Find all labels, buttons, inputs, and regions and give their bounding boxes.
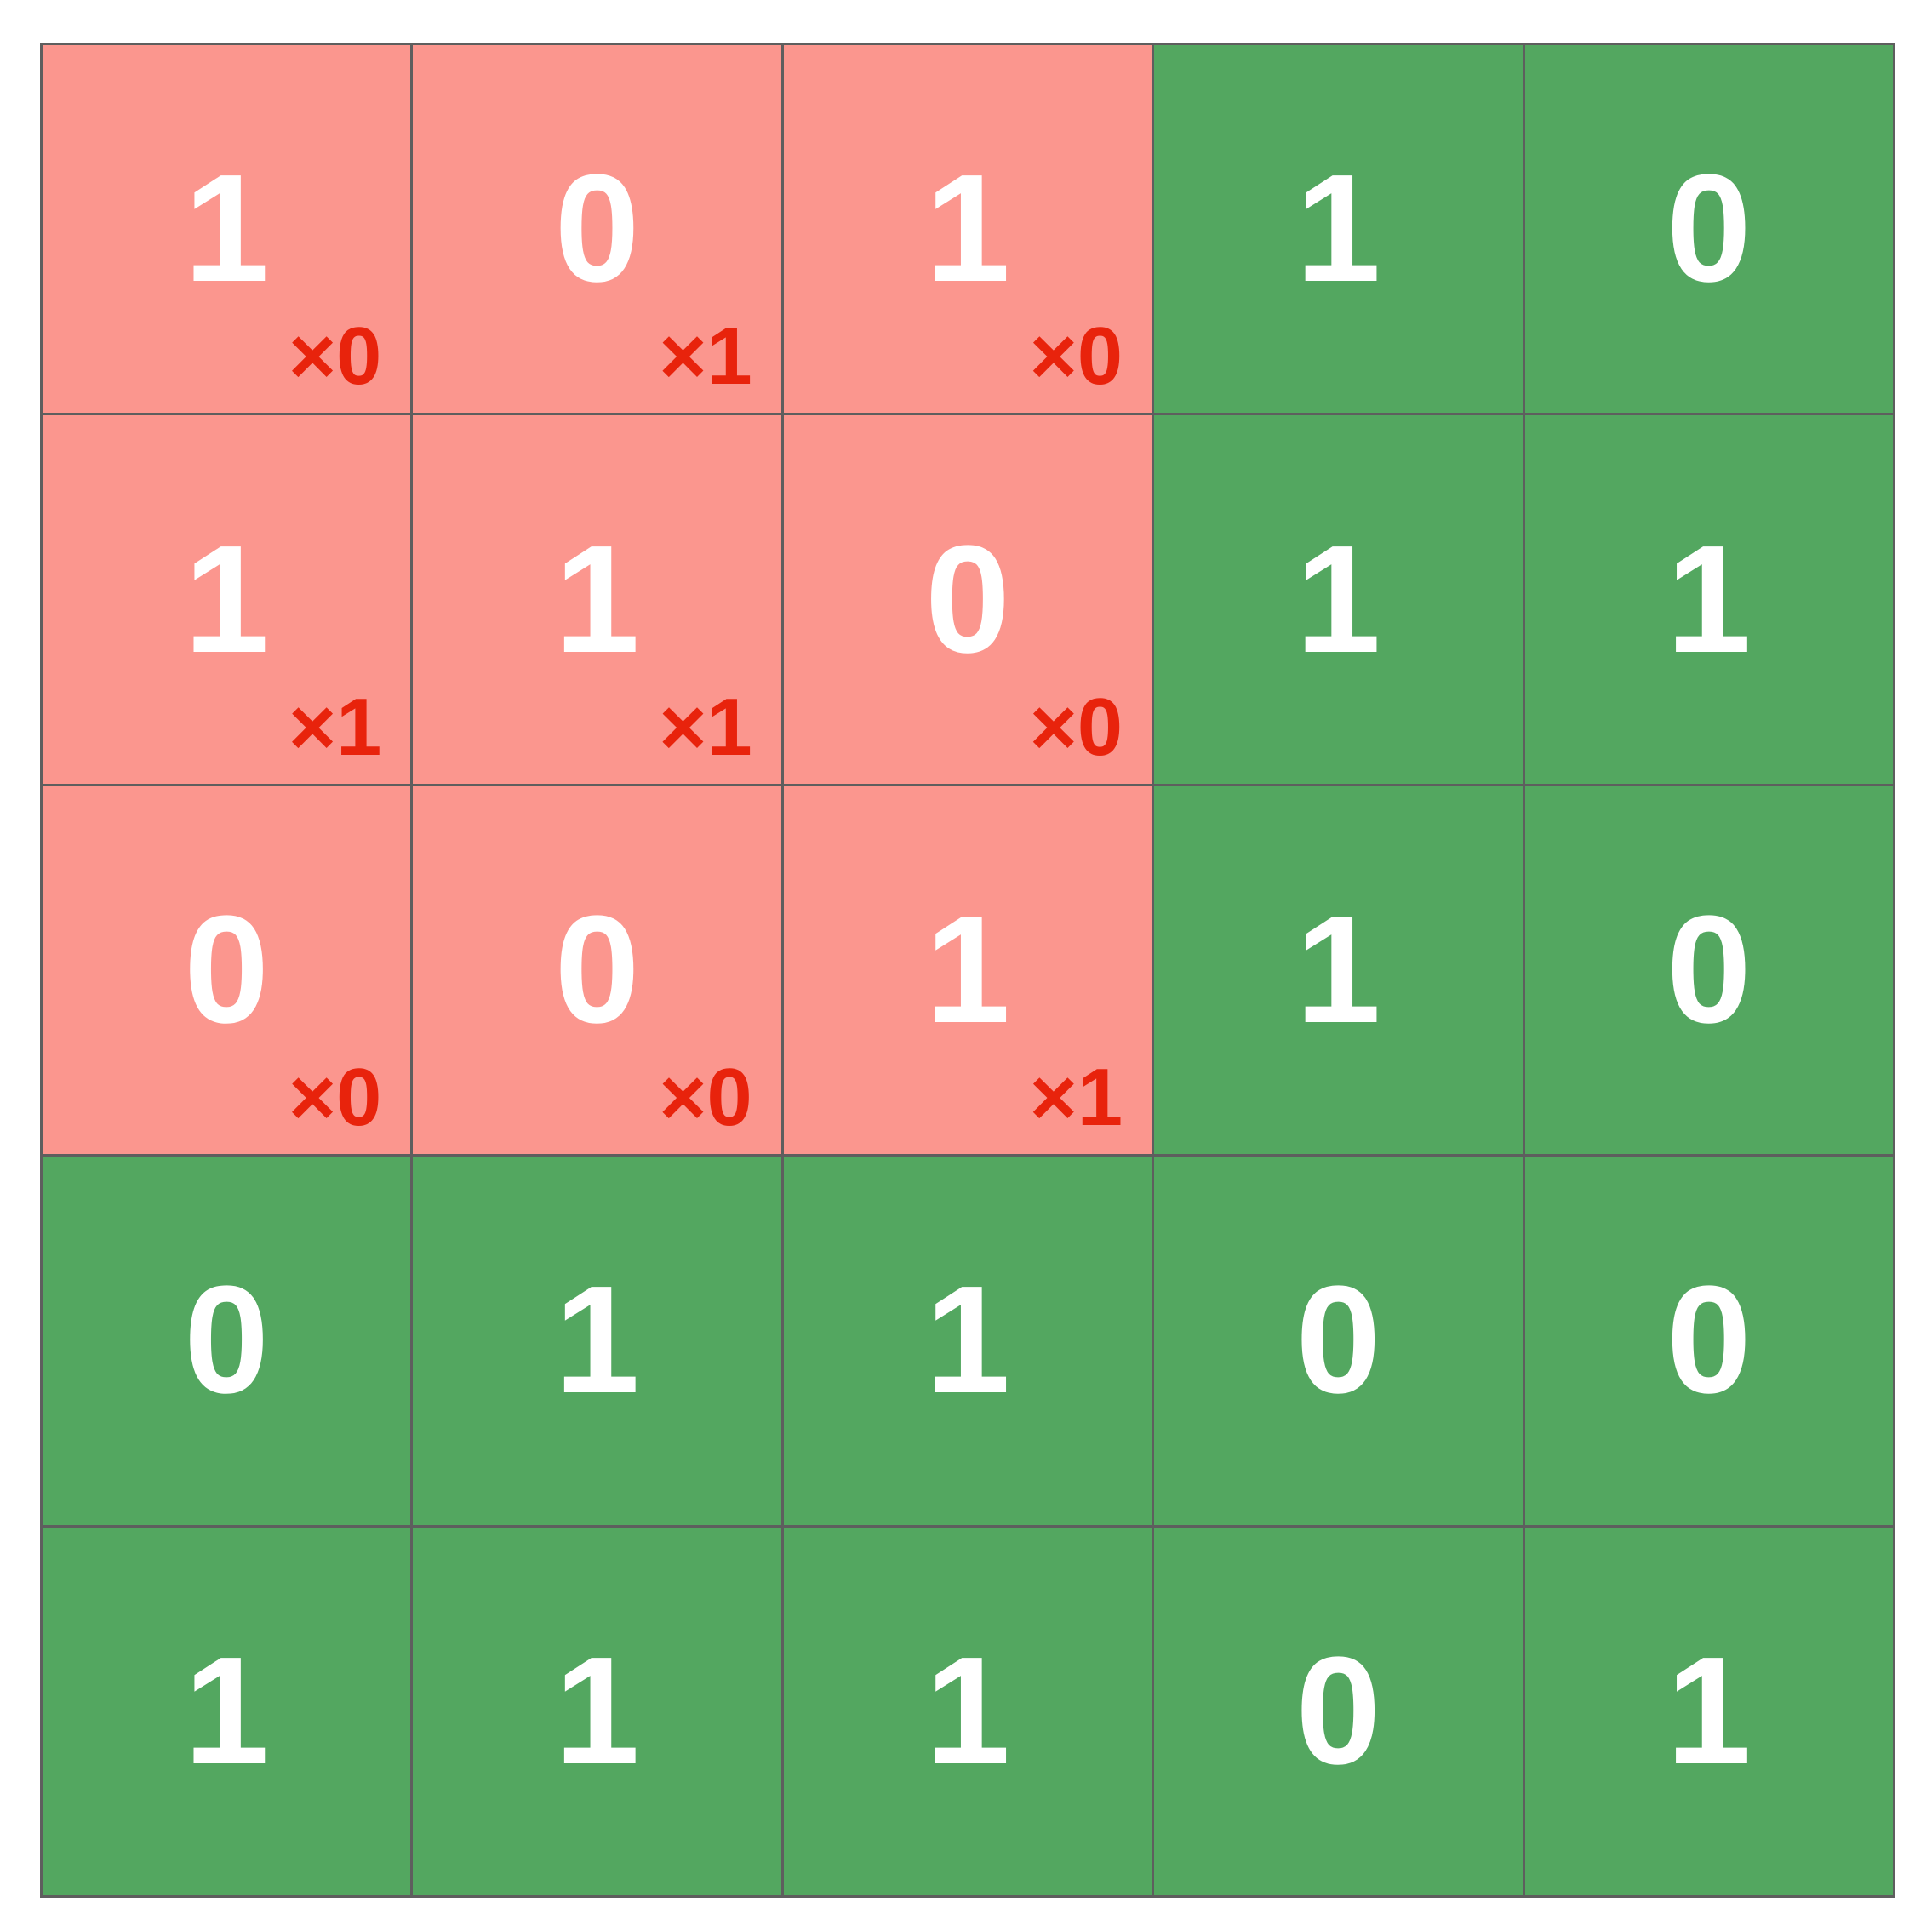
- grid-cell-r5c2: 1: [413, 1527, 781, 1895]
- grid-cell-r4c5: 0: [1524, 1157, 1893, 1525]
- grid-cell-r5c1: 1: [43, 1527, 411, 1895]
- cell-value: 0: [184, 883, 270, 1055]
- cell-value: 1: [1666, 513, 1752, 685]
- cell-value: 1: [554, 1625, 640, 1796]
- kernel-weight: ×0: [659, 1052, 752, 1144]
- kernel-weight: ×0: [1029, 311, 1123, 403]
- kernel-weight: ×1: [659, 311, 752, 403]
- cell-value: 1: [1295, 143, 1381, 315]
- grid-cell-r2c3: 0 ×0: [783, 415, 1152, 784]
- cell-value: 1: [1295, 883, 1381, 1055]
- grid-cell-r1c4: 1: [1154, 45, 1523, 414]
- grid-cell-r4c2: 1: [413, 1157, 781, 1525]
- grid-cell-r3c3: 1 ×1: [783, 785, 1152, 1155]
- kernel-weight: ×1: [288, 681, 382, 773]
- grid-cell-r1c2: 0 ×1: [413, 45, 781, 414]
- grid-cell-r5c4: 0: [1154, 1527, 1523, 1895]
- cell-value: 1: [184, 513, 270, 685]
- grid-cell-r3c1: 0 ×0: [43, 785, 411, 1155]
- kernel-weight: ×1: [1029, 1052, 1123, 1144]
- grid-cell-r2c1: 1 ×1: [43, 415, 411, 784]
- grid-cell-r2c5: 1: [1524, 415, 1893, 784]
- grid-cell-r2c2: 1 ×1: [413, 415, 781, 784]
- kernel-weight: ×0: [288, 1052, 382, 1144]
- cell-value: 0: [1295, 1625, 1381, 1796]
- cell-value: 0: [1666, 143, 1752, 315]
- grid-cell-r2c4: 1: [1154, 415, 1523, 784]
- cell-value: 1: [184, 1625, 270, 1796]
- kernel-weight: ×0: [288, 311, 382, 403]
- cell-value: 0: [554, 883, 640, 1055]
- grid-cell-r4c1: 0: [43, 1157, 411, 1525]
- cell-value: 1: [924, 1254, 1011, 1426]
- cell-value: 0: [1295, 1254, 1381, 1426]
- kernel-weight: ×0: [1029, 681, 1123, 773]
- cell-value: 1: [1666, 1625, 1752, 1796]
- cell-value: 0: [554, 143, 640, 315]
- grid-cell-r1c5: 0: [1524, 45, 1893, 414]
- cell-value: 1: [924, 1625, 1011, 1796]
- grid-cell-r5c5: 1: [1524, 1527, 1893, 1895]
- cell-value: 1: [554, 1254, 640, 1426]
- cell-value: 0: [1666, 1254, 1752, 1426]
- grid-cell-r4c3: 1: [783, 1157, 1152, 1525]
- grid-cell-r3c5: 0: [1524, 785, 1893, 1155]
- cell-value: 0: [1666, 883, 1752, 1055]
- convolution-grid: 1 ×0 0 ×1 1 ×0 1 0 1 ×1 1 ×1 0 ×0 1 1 0 …: [40, 43, 1895, 1898]
- kernel-weight: ×1: [659, 681, 752, 773]
- grid-cell-r3c2: 0 ×0: [413, 785, 781, 1155]
- grid-cell-r4c4: 0: [1154, 1157, 1523, 1525]
- grid-cell-r5c3: 1: [783, 1527, 1152, 1895]
- cell-value: 0: [924, 513, 1011, 685]
- grid-cell-r1c1: 1 ×0: [43, 45, 411, 414]
- cell-value: 1: [1295, 513, 1381, 685]
- cell-value: 1: [554, 513, 640, 685]
- cell-value: 1: [184, 143, 270, 315]
- cell-value: 0: [184, 1254, 270, 1426]
- cell-value: 1: [924, 143, 1011, 315]
- grid-cell-r1c3: 1 ×0: [783, 45, 1152, 414]
- cell-value: 1: [924, 883, 1011, 1055]
- grid-cell-r3c4: 1: [1154, 785, 1523, 1155]
